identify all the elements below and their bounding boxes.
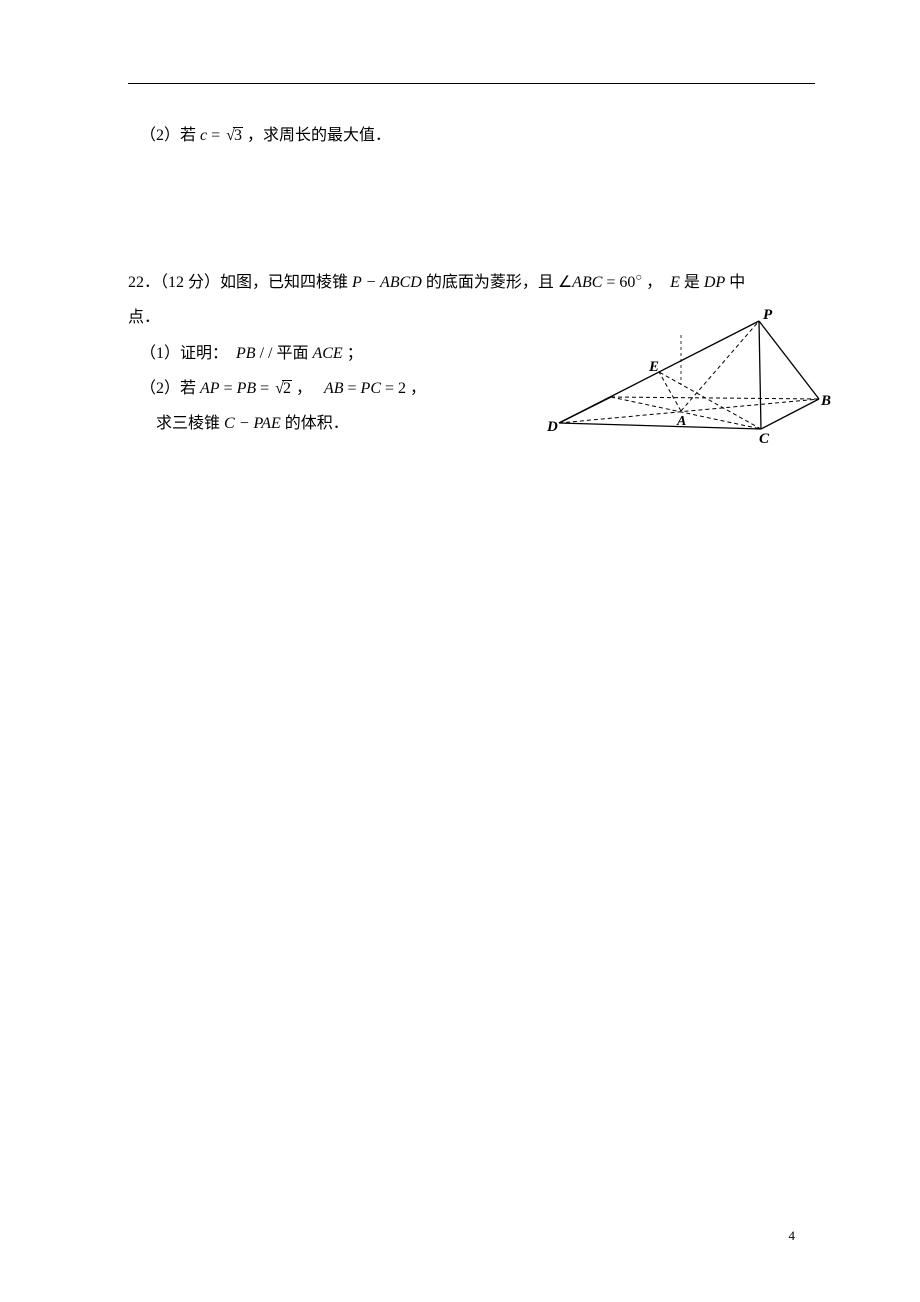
q22-p2-sep: ， [296,380,312,397]
q22-angle-sym: ∠ [558,274,572,291]
q22-intro2: 的底面为菱形，且 [426,274,554,291]
q22-two: 2 [398,380,406,397]
q22-intro3: 是 [684,274,704,291]
fig-label-e: E [648,359,659,375]
q22-text: 22．（12 分）如图，已知四棱锥 P − ABCD 的底面为菱形，且 ∠ AB C… [128,265,580,441]
q22-p2-prefix: （2）若 [140,380,200,397]
degree-sign: ○ [635,272,642,284]
q22-p2-tail: ， [410,380,426,397]
q22-plane: 平面 [276,345,312,362]
q22-eq: = [602,274,619,291]
q22-line1: 22．（12 分）如图，已知四棱锥 P − ABCD 的底面为菱形，且 ∠ABC… [128,265,808,300]
q21-prefix: （2）若 [140,127,196,144]
q22-part2: （2）若 AP = PB = √2 ， AB = PC = 2 ， [140,371,580,406]
q21-eq: = [211,127,224,144]
fig-label-p: P [763,307,773,323]
q22-ace: ACE [312,345,342,362]
fig-label-a: A [676,414,686,429]
q22-p3-tail: 的体积． [285,415,349,432]
q22-dian: 点． [128,309,160,326]
p2-eq2: = [260,380,273,397]
q22-pb2: PB [237,380,257,397]
fig-label-d: D [546,419,558,435]
q22-block: P E D A B C 22．（12 分）如图，已知四棱锥 P − ABCD 的… [128,265,815,441]
q22-sqrt2: √2 [273,371,292,406]
q21-sqrt-val: 3 [233,127,243,144]
q22-intro1: 如图，已知四棱锥 [220,274,348,291]
q22-dp: DP [704,274,725,291]
q22-part3: 求三棱锥 C − PAE 的体积． [156,406,580,441]
q22-cpae: C − PAE [224,415,281,432]
q22-e: E [670,274,680,291]
q21-part2: （2）若 c = √3 ，求周长的最大值． [140,118,815,153]
p2-eq4: = [385,380,398,397]
q22-part1: （1）证明： PB / / 平面 ACE ； [140,336,580,371]
p2-eq1: = [224,380,237,397]
q22-points: （12 分） [160,274,220,291]
q21-c-var: c [200,127,207,144]
fig-label-c: C [759,431,770,445]
content-area: （2）若 c = √3 ，求周长的最大值． [128,110,815,441]
page: （2）若 c = √3 ，求周长的最大值． [0,0,920,1302]
q22-ap: AP [200,380,220,397]
q22-pb: PB [236,345,256,362]
pyramid-svg: P E D A B C [541,305,831,445]
q22-pyramid: P − ABCD [352,274,422,291]
fig-label-b: B [820,393,831,409]
q22-comma: ， [646,274,662,291]
q22-num: 22． [128,274,160,291]
q22-p1-prefix: （1）证明： [140,345,228,362]
q22-ab: AB [324,380,344,397]
page-number: 4 [789,1228,796,1244]
q22-sqrt2-val: 2 [282,380,292,397]
q21-sqrt: √3 [224,118,243,153]
q22-angle-name: ABC [572,274,602,291]
header-rule [128,83,815,84]
q22-p3-prefix: 求三棱锥 [156,415,220,432]
q22-intro4: 中 [725,274,745,291]
q22-line-dian: 点． [128,300,580,335]
q22-figure: P E D A B C [541,305,831,445]
q22-angle-val: 60 [619,274,635,291]
q22-pc: PC [361,380,381,397]
q22-parallel: / / [260,345,277,362]
q21-tail: ，求周长的最大值． [247,127,391,144]
q22-p1-semi: ； [347,345,363,362]
p2-eq3: = [348,380,361,397]
